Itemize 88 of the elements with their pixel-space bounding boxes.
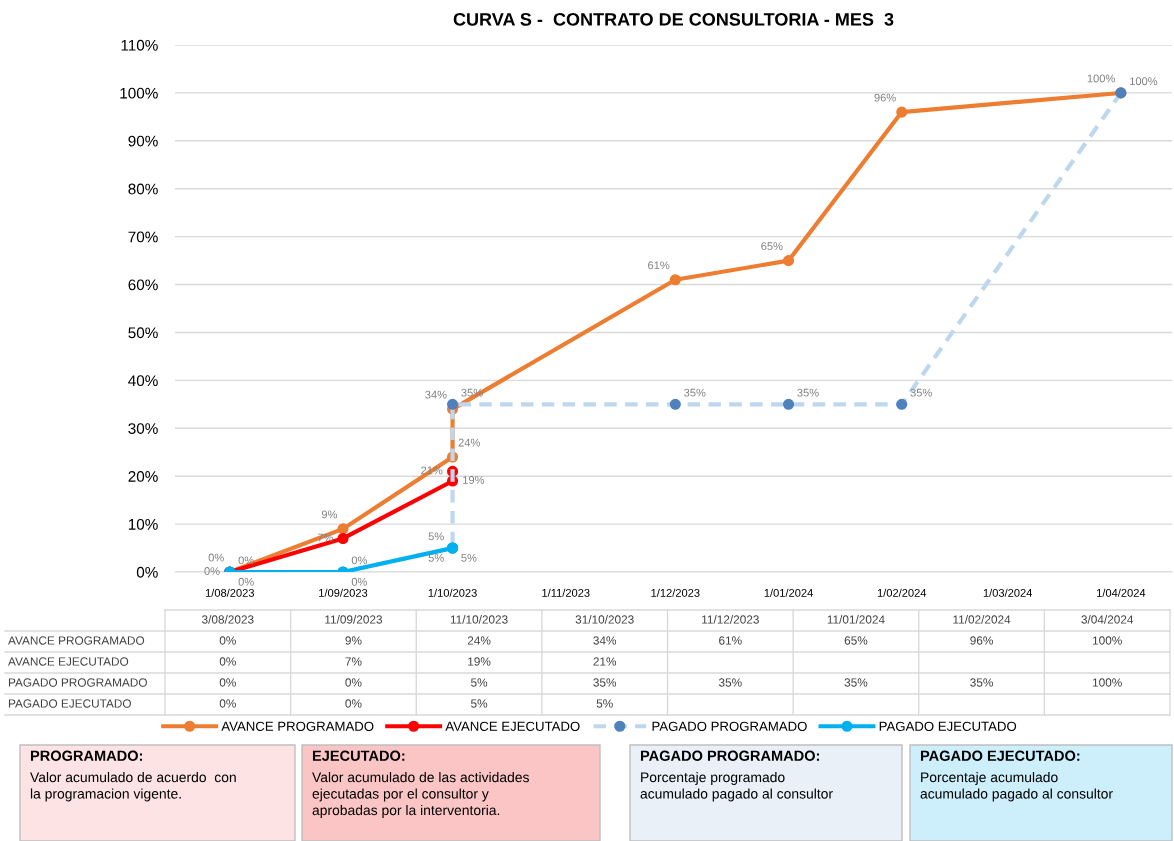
text: 35% (593, 678, 617, 687)
text: 0% (219, 657, 236, 666)
text: 31/10/2023 (575, 615, 634, 624)
text: AVANCE PROGRAMADO (8, 636, 145, 645)
text: 100% (1092, 678, 1122, 687)
data-label: 19% (463, 476, 485, 484)
text: 9% (345, 636, 362, 645)
text: AVANCE EJECUTADO (8, 657, 129, 666)
text: 11/10/2023 (450, 615, 508, 624)
legend-label: AVANCE PROGRAMADO (221, 721, 374, 731)
x-tick-label: 1/04/2024 (1097, 588, 1146, 597)
text: EJECUTADO: Valor acumulado de las actividades ejecutadas por el consultor y aprobadas por la interventoria. (312, 750, 529, 818)
text: 3/04/2024 (1081, 615, 1134, 624)
x-tick-label: 1/09/2023 (319, 588, 368, 597)
text: 34% (593, 636, 617, 645)
y-tick-label: 30% (128, 423, 158, 434)
text: 19% (468, 657, 491, 666)
text: PROGRAMADO: Valor acumulado de acuerdo con la programacion vigente. (30, 750, 236, 802)
y-tick-label: 50% (128, 327, 158, 339)
data-label: 35% (910, 388, 932, 397)
text: PAGADO EJECUTADO: Porcentaje acumulado acumulado pagado al consultor (920, 750, 1113, 802)
x-tick-label: 1/08/2023 (205, 588, 255, 597)
data-label: 100% (1087, 74, 1115, 83)
y-tick-label: 90% (128, 135, 158, 147)
text: 0% (219, 636, 236, 645)
x-tick-label: 1/03/2024 (983, 588, 1033, 597)
data-label: 0% (238, 577, 254, 586)
y-tick-label: 40% (128, 375, 158, 387)
y-tick-label: 100% (120, 87, 158, 99)
text: 65% (844, 636, 868, 645)
text: 11/09/2023 (325, 615, 383, 624)
x-tick-label: 1/12/2023 (651, 588, 700, 597)
x-tick-label: 1/11/2023 (542, 588, 590, 597)
legend-label: PAGADO EJECUTADO (879, 721, 1017, 731)
data-label: 35% (797, 388, 819, 397)
y-tick-label: 70% (128, 231, 158, 243)
text: PAGADO PROGRAMADO: Porcentaje programado acumulado pagado al consultor (640, 750, 833, 802)
text: 35% (718, 678, 742, 687)
text: 11/12/2023 (702, 615, 759, 624)
data-label: 34% (425, 390, 447, 399)
x-tick-label: 1/10/2023 (428, 588, 477, 597)
legend-label: PAGADO PROGRAMADO (652, 721, 807, 731)
y-tick-label: 60% (128, 279, 158, 291)
text: PAGADO EJECUTADO (8, 699, 131, 708)
legend-label: AVANCE EJECUTADO (445, 721, 580, 731)
data-label: 24% (458, 438, 480, 447)
text: 11/02/2024 (953, 615, 1011, 624)
text: 24% (467, 636, 491, 645)
data-label: 7% (317, 533, 333, 542)
text: 0% (345, 678, 362, 687)
data-label: 0% (204, 567, 220, 575)
text: 0% (219, 699, 236, 708)
data-label: 0% (208, 553, 224, 562)
data-label: 100% (1130, 77, 1158, 86)
text: 5% (471, 678, 488, 687)
y-tick-label: 20% (128, 471, 158, 482)
y-tick-label: 0% (136, 566, 158, 578)
chart-title: CURVA S - CONTRATO DE CONSULTORIA - MES 3 (453, 12, 894, 26)
text: 21% (593, 657, 617, 666)
text: 11/01/2024 (827, 615, 885, 624)
text: 35% (844, 678, 868, 687)
data-label: 0% (351, 577, 367, 586)
data-label: 5% (461, 553, 477, 562)
y-tick-label: 110% (121, 39, 158, 51)
text: 61% (719, 636, 742, 645)
text: 0% (219, 678, 236, 687)
data-label: 96% (874, 93, 896, 102)
text: 5% (471, 699, 488, 708)
text: 5% (596, 699, 613, 708)
data-label: 5% (428, 532, 444, 541)
data-label: 35% (684, 388, 706, 397)
data-label: 61% (648, 261, 670, 270)
data-label: 0% (238, 556, 254, 565)
text: 35% (970, 678, 993, 687)
text: PAGADO PROGRAMADO (8, 678, 147, 687)
text: 100% (1092, 636, 1122, 645)
data-label: 0% (351, 556, 367, 565)
x-tick-label: 1/02/2024 (877, 588, 927, 597)
data-label: 65% (761, 242, 783, 251)
y-tick-label: 80% (128, 183, 158, 195)
data-label: 5% (428, 553, 444, 562)
text: 0% (345, 699, 362, 708)
data-label: 9% (321, 510, 338, 519)
x-tick-label: 1/01/2024 (764, 588, 813, 597)
y-tick-label: 10% (128, 518, 158, 530)
text: 7% (345, 657, 362, 666)
text: 3/08/2023 (202, 615, 254, 624)
text: 96% (970, 636, 993, 645)
